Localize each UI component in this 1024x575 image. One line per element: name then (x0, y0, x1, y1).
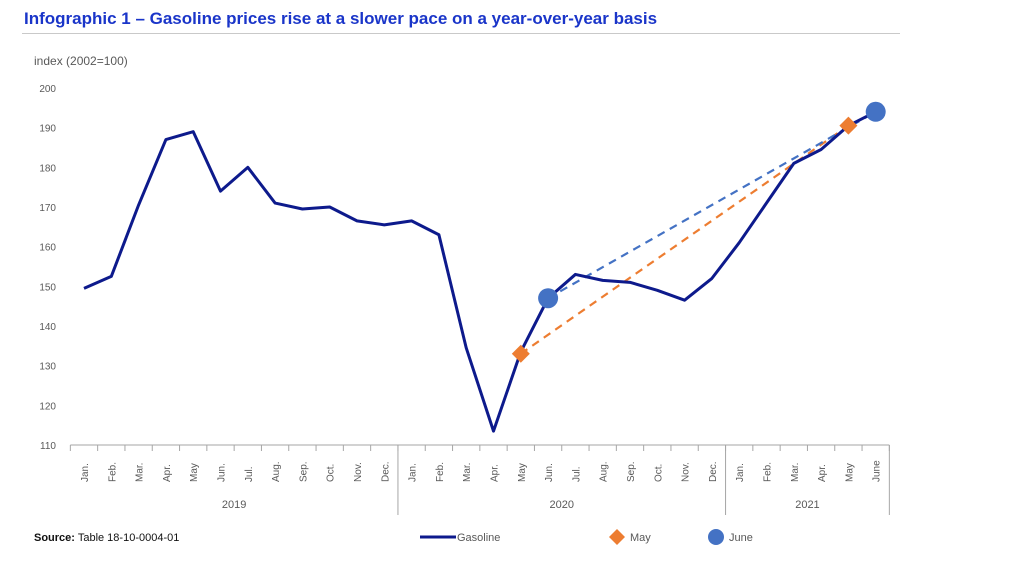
x-tick-label: May (844, 463, 855, 482)
marker-june (538, 288, 559, 309)
source-note: Source: Table 18-10-0004-01 (34, 532, 179, 544)
source-text: Table 18-10-0004-01 (77, 532, 180, 544)
x-tick-label: Dec. (380, 461, 391, 482)
year-label: 2019 (222, 499, 246, 511)
x-tick-label: Jan. (735, 463, 746, 482)
y-tick-label: 180 (39, 163, 56, 174)
marker-may (511, 344, 530, 363)
year-label: 2020 (550, 499, 574, 511)
x-tick-label: Jan. (408, 463, 419, 482)
x-tick-label: May (517, 463, 528, 482)
series-lines (83, 110, 877, 433)
marker-may (839, 116, 858, 135)
y-tick-label: 170 (39, 203, 56, 214)
y-tick-label: 130 (39, 362, 56, 373)
x-tick-label: Apr. (490, 464, 501, 482)
x-tick-label: Jun. (544, 463, 555, 482)
x-tick-label: May (189, 463, 200, 482)
y-tick-label: 190 (39, 124, 56, 135)
connector-line-may (520, 124, 850, 355)
y-tick-label: 150 (39, 282, 56, 293)
marker-june (865, 101, 886, 122)
x-tick-label: Dec. (708, 461, 719, 482)
x-tick-label: Mar. (790, 463, 801, 482)
y-tick-label: 110 (40, 441, 56, 452)
legend-label: May (630, 532, 651, 544)
y-ticks: 110 120 130 140 150 160 170 180 190 200 (39, 84, 56, 452)
legend-swatch-june (708, 529, 724, 545)
connector-line-june (547, 110, 877, 300)
markers (511, 101, 886, 363)
x-tick-label: Apr. (162, 464, 173, 482)
x-axis: Jan. Feb. Mar. Apr. May Jun. Jul. Aug. Sep. Oct. N… (69, 444, 890, 515)
legend-label: June (729, 532, 753, 544)
y-tick-label: 200 (39, 84, 56, 95)
x-tick-label: Jul. (244, 466, 255, 482)
x-tick-label: Feb. (763, 462, 774, 482)
legend-swatch-may (609, 529, 625, 545)
x-tick-label: Jun. (217, 463, 228, 482)
connector-lines (520, 110, 877, 355)
source-label: Source: (34, 532, 75, 544)
y-tick-label: 140 (39, 322, 56, 333)
y-tick-label: 120 (39, 401, 56, 412)
x-tick-label: Feb. (107, 462, 118, 482)
legend-label: Gasoline (457, 532, 500, 544)
x-tick-label: Aug. (271, 461, 282, 482)
chart-title: Infographic 1 – Gasoline prices rise at … (24, 9, 658, 28)
x-tick-label: June (872, 460, 883, 482)
x-tick-label: Sep. (298, 461, 309, 482)
x-tick-label: Nov. (353, 462, 364, 482)
x-tick-label: Mar. (462, 463, 473, 482)
x-tick-label: Oct. (653, 464, 664, 482)
series-line-gasoline (83, 110, 877, 433)
x-tick-label: Aug. (599, 461, 610, 482)
title-divider (22, 33, 900, 34)
x-tick-label: Nov. (681, 462, 692, 482)
x-tick-label: Apr. (817, 464, 828, 482)
x-tick-label: Oct. (326, 464, 337, 482)
y-tick-label: 160 (39, 243, 56, 254)
year-label: 2021 (795, 499, 819, 511)
x-tick-label: Jul. (571, 466, 582, 482)
y-axis-label: index (2002=100) (34, 54, 128, 68)
legend: Gasoline May June (420, 529, 753, 545)
x-tick-label: Mar. (135, 463, 146, 482)
x-tick-label: Feb. (435, 462, 446, 482)
x-tick-label: Sep. (626, 461, 637, 482)
x-tick-label: Jan. (80, 463, 91, 482)
